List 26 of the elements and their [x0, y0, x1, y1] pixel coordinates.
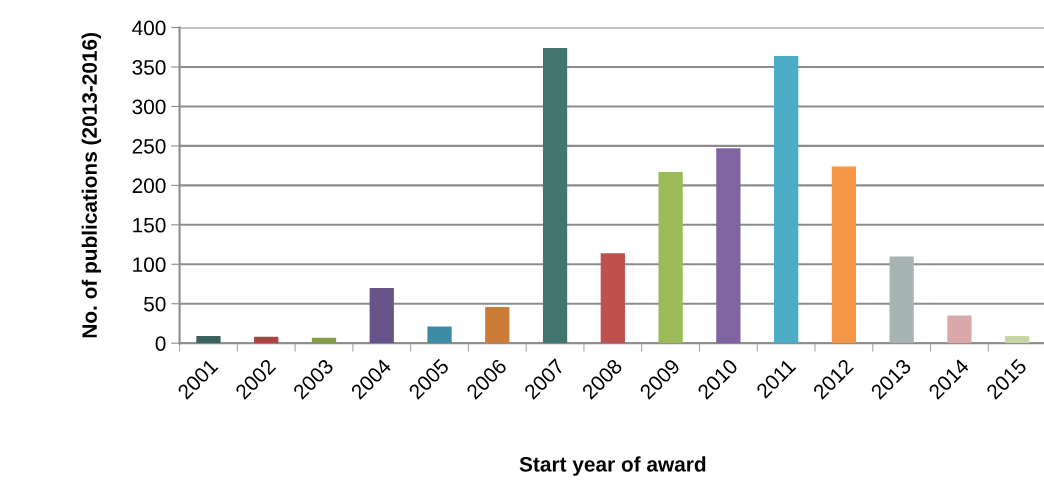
y-tick-label: 100 — [133, 257, 166, 273]
y-tick-label: 150 — [133, 217, 166, 233]
y-tick-label: 250 — [132, 138, 166, 154]
bar — [716, 148, 741, 344]
bar — [196, 336, 221, 344]
bar — [254, 336, 279, 344]
y-tick-label: 350 — [132, 60, 166, 75]
y-tick-label: 300 — [132, 99, 166, 115]
bar — [369, 287, 394, 344]
bar — [1005, 336, 1030, 344]
y-axis-title: No. of publications (2013-2016) — [81, 33, 102, 338]
y-tick-label: 0 — [155, 336, 166, 351]
bar — [311, 337, 337, 344]
bar — [889, 256, 914, 344]
bar — [947, 315, 972, 344]
bar — [485, 306, 510, 344]
x-axis-title: Start year of award — [519, 456, 706, 476]
bar — [831, 166, 857, 344]
y-tick-label: 400 — [132, 20, 166, 36]
bar — [427, 326, 452, 344]
y-tick-label: 200 — [132, 178, 166, 194]
bar — [542, 48, 568, 344]
bar — [774, 55, 799, 344]
bar — [658, 171, 683, 344]
bar — [600, 253, 625, 344]
y-tick-label: 50 — [144, 296, 166, 312]
